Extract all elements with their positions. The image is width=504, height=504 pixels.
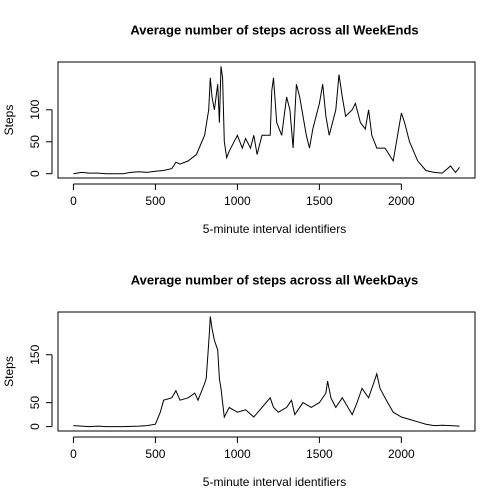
data-line: [73, 316, 460, 428]
x-tick-label: 1000: [224, 194, 251, 208]
y-axis-label: Steps: [2, 105, 16, 136]
x-tick-label: 2000: [388, 447, 415, 461]
y-tick-label: 0: [28, 170, 42, 177]
plot-box: [57, 311, 476, 432]
x-tick-label: 2000: [388, 194, 415, 208]
plot-box: [57, 61, 476, 179]
data-line: [73, 66, 460, 175]
y-tick-label: 0: [28, 423, 42, 430]
x-tick-label: 500: [145, 194, 165, 208]
y-tick-label: 150: [28, 344, 42, 364]
x-tick-label: 0: [70, 447, 77, 461]
y-axis-label: Steps: [2, 356, 16, 387]
chart-title: Average number of steps across all WeekE…: [130, 22, 418, 37]
x-tick-label: 1500: [306, 447, 333, 461]
y-tick-label: 100: [28, 99, 42, 119]
x-tick-label: 1500: [306, 194, 333, 208]
x-tick-label: 1000: [224, 447, 251, 461]
x-axis-label: 5-minute interval identifiers: [203, 222, 346, 236]
chart-title: Average number of steps across all WeekD…: [131, 272, 419, 287]
y-tick-label: 50: [28, 396, 42, 410]
y-tick-label: 50: [28, 135, 42, 149]
x-tick-label: 500: [145, 447, 165, 461]
x-tick-label: 0: [70, 194, 77, 208]
x-axis-label: 5-minute interval identifiers: [203, 475, 346, 489]
